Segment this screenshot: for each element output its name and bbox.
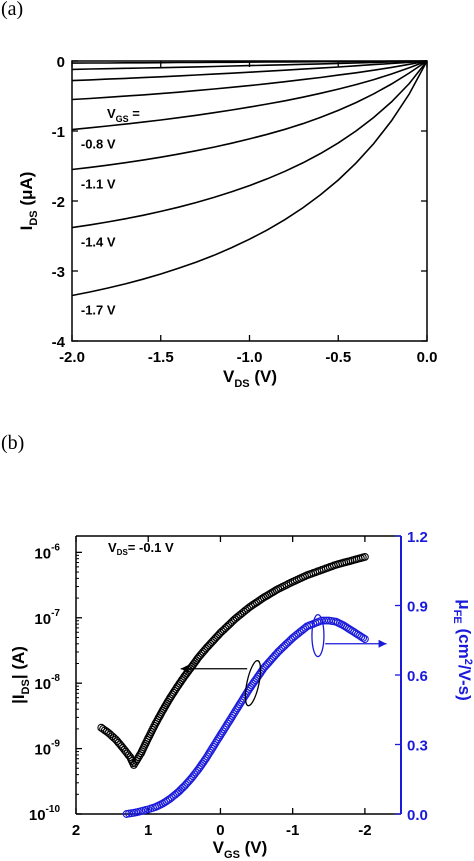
curve-label-a: -1.1 V bbox=[81, 177, 116, 192]
y-axis-title-left-b: |IDS| (A) bbox=[9, 646, 32, 704]
x-tick-label-a: -1.5 bbox=[148, 349, 174, 366]
data-point bbox=[210, 740, 219, 749]
x-tick-label-b: -1 bbox=[286, 822, 299, 839]
data-point bbox=[272, 586, 281, 594]
y-tick-label-a: -2 bbox=[52, 194, 65, 211]
y-tick-left-label-b: 10-7 bbox=[34, 608, 60, 628]
curve-a bbox=[71, 60, 428, 131]
annotation-vds: VDS= -0.1 V bbox=[108, 540, 174, 557]
y-tick-right-label-b: 0.0 bbox=[407, 807, 428, 824]
y-tick-label-a: -1 bbox=[52, 124, 65, 141]
curve-a bbox=[71, 60, 428, 64]
x-tick-label-b: -2 bbox=[358, 822, 371, 839]
x-tick-label-b: 0 bbox=[216, 822, 224, 839]
data-point bbox=[131, 759, 139, 767]
data-point bbox=[132, 757, 141, 765]
x-tick-label-a: -0.5 bbox=[325, 349, 351, 366]
y-tick-label-a: -3 bbox=[52, 264, 65, 281]
data-point bbox=[202, 754, 210, 763]
data-point bbox=[222, 721, 231, 730]
curve-a bbox=[71, 60, 428, 82]
x-tick-label-a: 0.0 bbox=[417, 349, 438, 366]
data-point bbox=[206, 746, 215, 755]
data-point bbox=[174, 787, 183, 796]
data-point bbox=[205, 748, 214, 757]
ellipse-marker-blue bbox=[311, 613, 325, 658]
y-axis-title-a-group: IDS (μA) bbox=[17, 172, 40, 231]
y-tick-label-a: 0 bbox=[57, 54, 65, 71]
curve-label-a: -1.7 V bbox=[81, 303, 116, 318]
y-axis-title-right-b: μFE (cm2/V-s) bbox=[451, 599, 474, 700]
chart-a: -2.0 -1.5 -1.0 -0.5 0.0 0 -1 -2 -3 -4 -0.8 V -1.1 V… bbox=[17, 54, 438, 390]
x-tick-label-a: -1.0 bbox=[237, 349, 263, 366]
panel-label-a: (a) bbox=[1, 0, 24, 20]
data-point bbox=[133, 755, 142, 764]
x-tick-label-b: 2 bbox=[72, 822, 80, 839]
y-axis-title-right-b-group: μFE (cm2/V-s) bbox=[451, 599, 474, 700]
y-tick-right-label-b: 0.3 bbox=[407, 738, 428, 755]
curve-label-a: -0.8 V bbox=[81, 137, 116, 152]
y-tick-left-label-b: 10-9 bbox=[34, 739, 60, 759]
data-point bbox=[226, 715, 235, 724]
y-tick-right-label-b: 0.6 bbox=[407, 668, 428, 685]
legend-header-a: VGS = bbox=[107, 106, 140, 124]
data-point bbox=[360, 635, 369, 644]
curve-a bbox=[71, 60, 428, 229]
x-tick-label-a: -2.0 bbox=[59, 349, 85, 366]
y-tick-left-label-b: 10-6 bbox=[34, 542, 60, 562]
data-point bbox=[134, 753, 143, 762]
data-point bbox=[227, 713, 236, 722]
y-tick-left-label-b: 10-8 bbox=[34, 673, 60, 693]
curve-label-a: -1.4 V bbox=[81, 235, 116, 250]
plot-frame-a bbox=[71, 60, 428, 342]
data-point bbox=[214, 735, 222, 744]
curve-a bbox=[71, 60, 428, 297]
data-point bbox=[230, 708, 239, 717]
data-point bbox=[221, 723, 230, 732]
chart-b: 2 1 0 -1 -2 10-10 10-9 10-8 10-7 10-6 0.0 0.3 0.6 0.9… bbox=[9, 529, 474, 861]
data-point bbox=[211, 739, 220, 747]
data-point bbox=[234, 702, 243, 711]
data-point bbox=[233, 704, 242, 713]
data-point bbox=[301, 623, 310, 632]
data-point bbox=[217, 729, 226, 738]
data-point bbox=[129, 760, 138, 769]
data-point bbox=[203, 752, 212, 761]
x-axis-title-b: VGS (V) bbox=[213, 838, 268, 861]
curve-a bbox=[71, 60, 428, 71]
arrow-right-head bbox=[378, 639, 387, 648]
panel-label-b: (b) bbox=[1, 432, 25, 454]
y-tick-label-a: -4 bbox=[52, 334, 66, 351]
ellipse-marker-black bbox=[244, 659, 262, 707]
y-axis-title-a: IDS (μA) bbox=[17, 172, 40, 231]
data-point bbox=[218, 727, 227, 736]
x-axis-title-a: VDS (V) bbox=[223, 367, 277, 390]
data-point bbox=[359, 633, 368, 642]
y-tick-right-label-b: 0.9 bbox=[407, 599, 428, 616]
data-point bbox=[229, 710, 238, 718]
data-point bbox=[242, 688, 251, 697]
curve-a bbox=[71, 60, 428, 171]
y-axis-title-left-b-group: |IDS| (A) bbox=[9, 646, 32, 704]
curve-a bbox=[71, 60, 428, 101]
x-tick-label-b: 1 bbox=[144, 822, 152, 839]
y-tick-right-label-b: 1.2 bbox=[407, 529, 428, 546]
data-point bbox=[239, 694, 248, 703]
y-tick-left-label-b: 10-10 bbox=[29, 804, 61, 824]
arrow-left-head bbox=[180, 664, 189, 673]
data-point bbox=[215, 733, 224, 742]
data-point bbox=[360, 552, 369, 561]
